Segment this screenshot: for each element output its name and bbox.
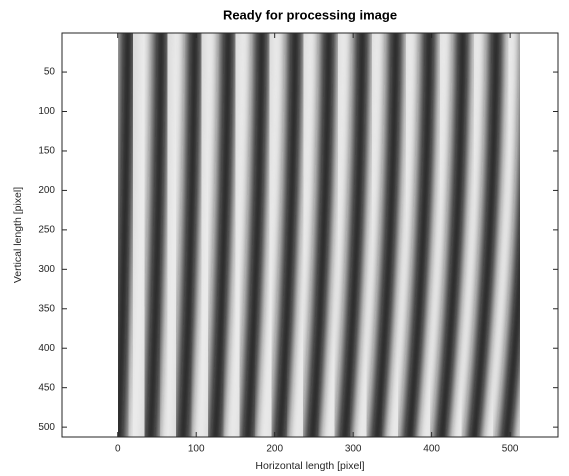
page: {"chart_data": {"type": "image", "title"… <box>0 0 569 476</box>
x-tick-label: 300 <box>345 444 362 455</box>
y-tick-label: 150 <box>38 146 55 157</box>
x-tick-label: 0 <box>115 444 121 455</box>
y-tick-label: 200 <box>38 185 55 196</box>
x-axis-label: Horizontal length [pixel] <box>255 460 364 472</box>
fringe-image <box>86 23 547 447</box>
y-axis-label: Vertical length [pixel] <box>12 187 24 283</box>
y-tick-label: 400 <box>38 343 55 354</box>
x-tick-label: 500 <box>502 444 519 455</box>
x-tick-label: 100 <box>188 444 205 455</box>
figure: Ready for processing image Horizontal le… <box>0 0 569 476</box>
x-tick-label: 200 <box>266 444 283 455</box>
y-tick-label: 450 <box>38 382 55 393</box>
x-tick-label: 400 <box>423 444 440 455</box>
chart-title: Ready for processing image <box>223 7 397 22</box>
y-tick-label: 350 <box>38 303 55 314</box>
y-tick-label: 250 <box>38 225 55 236</box>
y-tick-label: 500 <box>38 422 55 433</box>
y-tick-label: 100 <box>38 106 55 117</box>
y-tick-label: 50 <box>44 67 56 78</box>
y-tick-label: 300 <box>38 264 55 275</box>
